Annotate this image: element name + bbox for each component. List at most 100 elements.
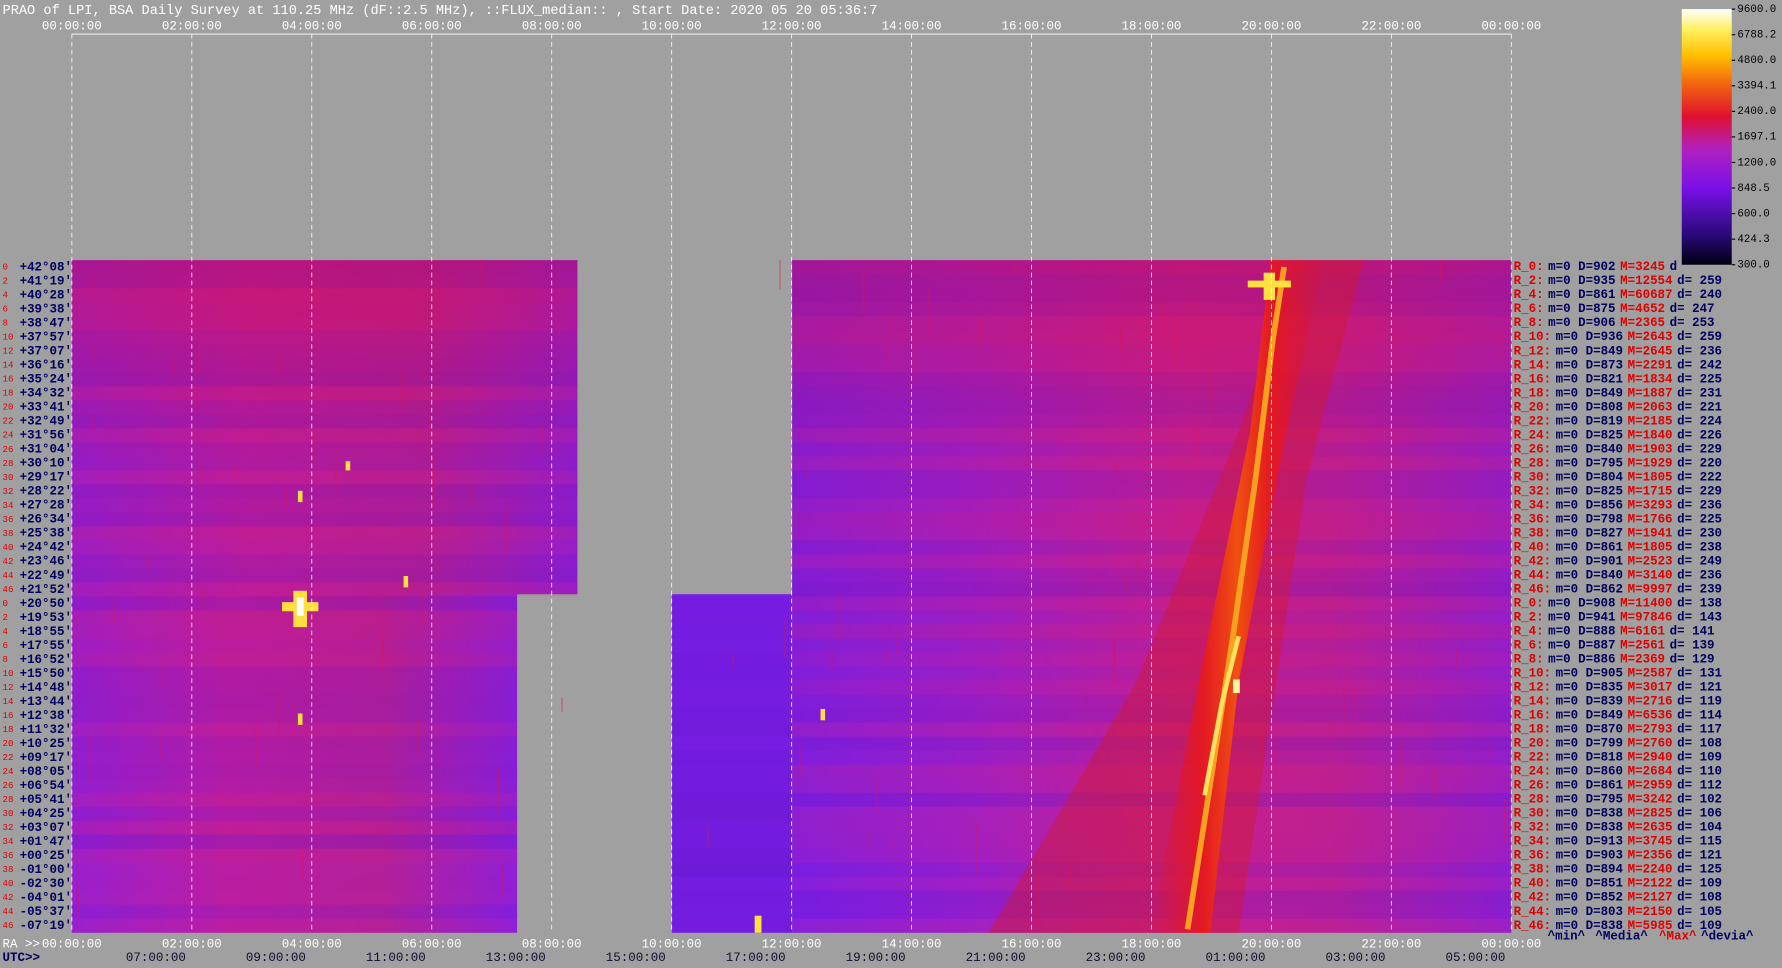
stats-field: M=3017: [1628, 681, 1673, 695]
stats-field: d= 110: [1677, 765, 1722, 779]
ra-tick-label: 00:00:00: [42, 937, 102, 951]
stripe: [792, 708, 1512, 723]
stats-row: R_2: m=0 D=941 M=97846 d= 143: [1514, 611, 1722, 625]
streak: [1196, 422, 1199, 458]
stripe: [671, 778, 793, 793]
declination: +33°41': [20, 401, 72, 415]
streak: [779, 260, 781, 290]
stats-field: m=0 D=835: [1556, 681, 1623, 695]
streak: [113, 601, 116, 622]
streak: [1013, 265, 1016, 273]
stats-field: d= 221: [1677, 401, 1722, 415]
stats-field: R_24:: [1514, 429, 1551, 443]
row-number: 0: [3, 262, 8, 273]
stats-field: m=0 D=870: [1556, 723, 1623, 737]
stripe: [71, 876, 518, 891]
stats-row: R_12: m=0 D=835 M=3017 d= 121: [1514, 681, 1722, 695]
stats-field: M=3745: [1628, 835, 1673, 849]
stats-field: d= 141: [1670, 625, 1715, 639]
row-number: 18: [3, 388, 14, 399]
spot: [820, 708, 826, 721]
stats-field: M=2523: [1628, 555, 1673, 569]
streak: [928, 287, 931, 331]
utc-label: UTC>>: [3, 951, 40, 965]
declination: +14°48': [20, 681, 72, 695]
stripe: [671, 722, 793, 737]
row-number: 10: [3, 668, 14, 679]
stripe: [792, 302, 1512, 317]
stripe: [671, 918, 793, 933]
stats-field: M=2185: [1628, 415, 1673, 429]
stats-field: M=2291: [1628, 359, 1673, 373]
top-tick-label: 06:00:00: [402, 19, 462, 33]
stats-field: R_18:: [1514, 723, 1551, 737]
stats-field: m=0 D=798: [1556, 513, 1623, 527]
row-number: 2: [3, 612, 8, 623]
row-number: 44: [3, 570, 14, 581]
ra-tick-label: 16:00:00: [1002, 937, 1062, 951]
stats-field: R_4:: [1514, 289, 1544, 303]
streak: [202, 590, 204, 609]
stats-field: m=0 D=799: [1556, 737, 1623, 751]
stats-row: R_10: m=0 D=905 M=2587 d= 131: [1514, 667, 1722, 681]
ra-tick-label: 04:00:00: [282, 937, 342, 951]
declination: +04°25': [20, 807, 72, 821]
row-number: 24: [3, 430, 14, 441]
stats-field: m=0 D=852: [1556, 891, 1623, 905]
streak: [1119, 325, 1122, 354]
row-number: 6: [3, 640, 8, 651]
row-number: 6: [3, 304, 8, 315]
streak: [312, 262, 315, 308]
streak: [91, 416, 93, 429]
stats-field: m=0 D=838: [1556, 821, 1623, 835]
stripe: [671, 666, 793, 681]
stats-field: R_42:: [1514, 891, 1551, 905]
stripe: [671, 848, 793, 863]
streak: [1113, 634, 1116, 686]
stripe: [71, 512, 578, 527]
stats-field: R_18:: [1514, 387, 1551, 401]
stats-field: d= 247: [1670, 303, 1715, 317]
stats-field: d= 102: [1677, 793, 1722, 807]
streak: [159, 731, 161, 760]
stats-field: m=0 D=808: [1556, 401, 1623, 415]
utc-tick-label: 23:00:00: [1086, 951, 1146, 965]
stats-field: R_32:: [1514, 821, 1551, 835]
ra-tick-label: 18:00:00: [1121, 937, 1181, 951]
stats-field: M=1929: [1628, 457, 1673, 471]
stats-row: R_46: m=0 D=838 M=5985 d= 109: [1514, 919, 1722, 933]
declination: +39°38': [20, 303, 72, 317]
declination: +25°38': [20, 527, 72, 541]
stripe: [792, 582, 1512, 597]
stripe: [671, 876, 793, 891]
stats-field: R_8:: [1514, 317, 1544, 331]
stripe: [71, 582, 578, 597]
stripe: [792, 344, 1512, 359]
stats-field: R_34:: [1514, 499, 1551, 513]
colorbar-label: 600.0: [1737, 208, 1769, 220]
colorbar: [1681, 9, 1732, 265]
stripe: [671, 820, 793, 835]
declination: -04°01': [20, 891, 72, 905]
stats-field: d= 240: [1677, 289, 1722, 303]
stats-field: R_38:: [1514, 863, 1551, 877]
stats-field: d= 242: [1677, 359, 1722, 373]
stats-field: M=3245: [1620, 260, 1665, 274]
stripe: [71, 498, 578, 513]
stats-row: R_32: m=0 D=825 M=1715 d= 229: [1514, 485, 1722, 499]
streak: [838, 596, 841, 646]
stripe: [71, 526, 578, 541]
utc-tick-label: 19:00:00: [846, 951, 906, 965]
stats-row: R_22: m=0 D=818 M=2940 d= 109: [1514, 751, 1722, 765]
streak: [1161, 302, 1164, 328]
stats-field: R_24:: [1514, 765, 1551, 779]
stats-field: M=2122: [1628, 877, 1673, 891]
stats-field: m=0 D=825: [1556, 485, 1623, 499]
declination: +28°22': [20, 485, 72, 499]
declination: +41°19': [20, 274, 72, 288]
stripe: [71, 792, 518, 807]
row-number: 20: [3, 738, 14, 749]
stats-field: d= 109: [1677, 751, 1722, 765]
declination: +12°38': [20, 709, 72, 723]
streak: [888, 338, 890, 364]
